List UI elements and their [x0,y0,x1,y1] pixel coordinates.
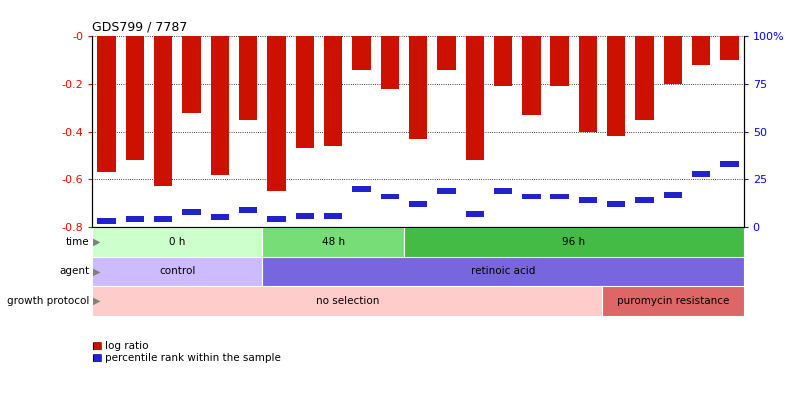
Bar [352,186,370,192]
Text: ■: ■ [92,341,102,351]
Text: agent: agent [59,266,89,277]
Text: ■ log ratio: ■ log ratio [92,341,149,351]
Bar [437,188,455,194]
Text: GSM26025: GSM26025 [691,227,700,269]
Text: GSM26007: GSM26007 [182,227,191,269]
Bar [437,36,455,70]
Bar [634,36,653,120]
Bar [182,36,201,113]
Bar [324,36,342,146]
Text: GSM26008: GSM26008 [210,227,219,269]
Bar [465,211,483,217]
Text: ▶: ▶ [93,266,100,277]
Bar [606,201,625,207]
Bar [634,197,653,203]
Bar [409,201,426,207]
Text: GSM26012: GSM26012 [324,227,332,268]
Bar [550,36,569,86]
Bar [182,209,201,215]
Text: ■: ■ [92,354,102,363]
Text: GSM26020: GSM26020 [550,227,559,269]
Text: GSM26014: GSM26014 [381,227,389,269]
Text: 96 h: 96 h [561,237,585,247]
Bar [663,36,681,84]
Bar [92,257,262,286]
Bar [719,161,738,167]
Bar [663,192,681,198]
Bar [324,213,342,219]
Text: GSM26009: GSM26009 [239,227,248,269]
Bar [719,36,738,60]
Bar [125,36,144,160]
Bar [92,227,262,257]
Text: 48 h: 48 h [321,237,344,247]
Bar [578,36,597,132]
Bar [125,216,144,222]
Bar [92,286,601,316]
Text: GSM26016: GSM26016 [437,227,446,269]
Bar [380,36,398,89]
Bar [691,36,710,65]
Text: GSM26006: GSM26006 [154,227,163,269]
Text: ▶: ▶ [93,237,100,247]
Bar [97,36,116,172]
Bar [380,194,398,200]
Bar [296,213,314,219]
Text: GSM25978: GSM25978 [97,227,107,269]
Bar [493,188,512,194]
Bar [154,216,172,222]
Text: GSM26022: GSM26022 [606,227,616,268]
Bar [352,36,370,70]
Bar [521,36,540,115]
Text: retinoic acid: retinoic acid [471,266,535,277]
Bar [262,257,743,286]
Text: GSM26011: GSM26011 [296,227,304,268]
Text: GSM26017: GSM26017 [465,227,474,269]
Bar [210,215,229,220]
Bar [238,207,257,213]
Text: GSM26018: GSM26018 [493,227,503,268]
Bar [521,194,540,200]
Text: ■ percentile rank within the sample: ■ percentile rank within the sample [92,354,281,363]
Text: GSM26026: GSM26026 [719,227,728,269]
Bar [403,227,743,257]
Bar [238,36,257,120]
Bar [550,194,569,200]
Text: 0 h: 0 h [169,237,185,247]
Bar [267,216,285,222]
Text: no selection: no selection [316,296,378,306]
Bar [601,286,743,316]
Text: GSM25979: GSM25979 [126,227,135,269]
Bar [267,36,285,191]
Text: GSM26019: GSM26019 [522,227,531,269]
Text: GSM26021: GSM26021 [578,227,587,268]
Text: GSM26015: GSM26015 [409,227,418,269]
Bar [493,36,512,86]
Bar [97,218,116,224]
Text: GSM26010: GSM26010 [267,227,276,269]
Bar [578,197,597,203]
Bar [210,36,229,175]
Bar [465,36,483,160]
Text: GDS799 / 7787: GDS799 / 7787 [92,21,188,34]
Text: ▶: ▶ [93,296,100,306]
Text: GSM26024: GSM26024 [663,227,672,269]
Bar [691,171,710,177]
Bar [154,36,172,186]
Text: GSM26023: GSM26023 [635,227,644,269]
Text: control: control [159,266,195,277]
Text: growth protocol: growth protocol [6,296,89,306]
Text: GSM26013: GSM26013 [352,227,361,269]
Text: puromycin resistance: puromycin resistance [616,296,728,306]
Text: time: time [66,237,89,247]
Bar [262,227,403,257]
Bar [409,36,426,139]
Bar [606,36,625,136]
Bar [296,36,314,148]
